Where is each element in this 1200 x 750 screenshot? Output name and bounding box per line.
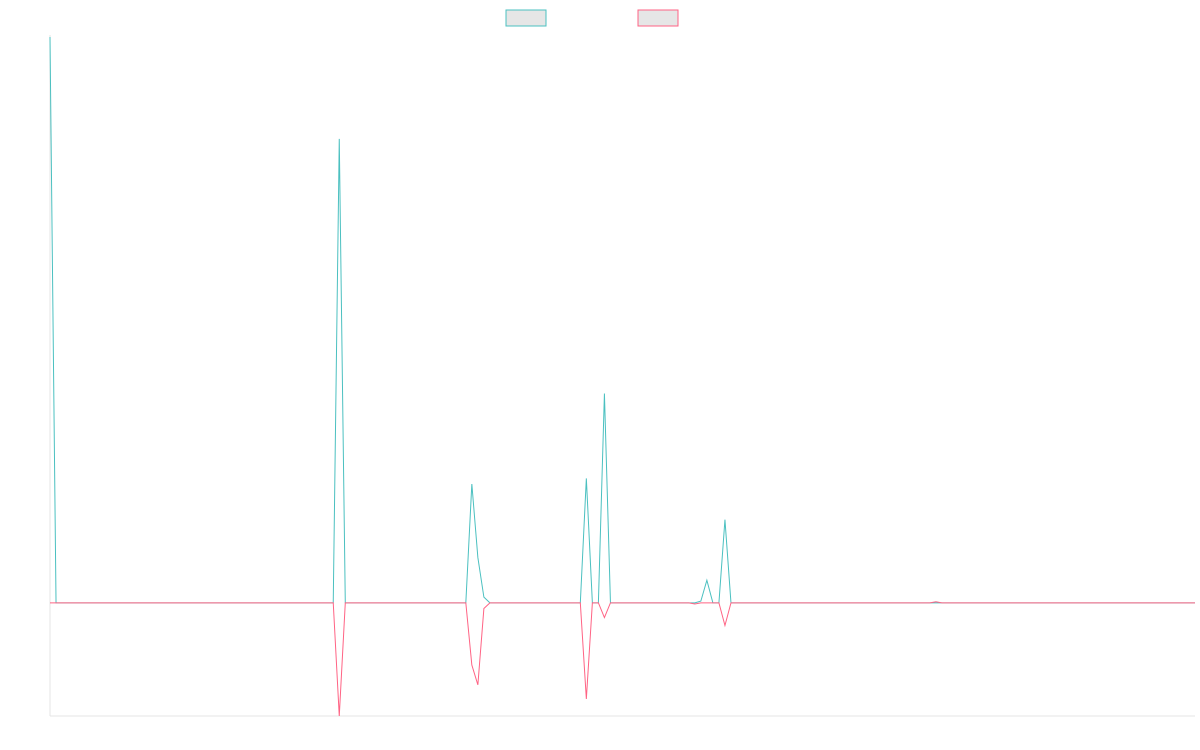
series-line-2 [50, 601, 1195, 717]
plot-area [49, 36, 1195, 717]
legend-item-2 [637, 9, 679, 27]
series-line-1 [49, 36, 1195, 604]
legend-swatch-1 [505, 9, 547, 27]
legend [505, 9, 679, 27]
legend-item-1 [505, 9, 547, 27]
legend-swatch-2 [637, 9, 679, 27]
chart-axes [49, 35, 1195, 717]
